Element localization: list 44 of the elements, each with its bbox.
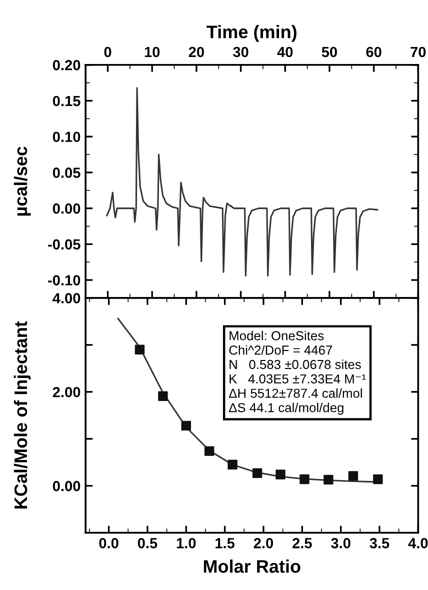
y-tick-label: 2.00 [52,386,80,398]
x-tick-label: 3.0 [331,538,350,548]
y-tick-label: 0.00 [52,480,80,492]
x-tick-label: 2.5 [292,538,312,548]
point [252,468,262,478]
point [348,471,358,481]
x-tick-label: 10 [144,46,160,58]
x-tick-label: 0 [104,46,112,58]
y-axis-title: KCal/Mole of Injectant [14,321,31,508]
y-tick-label: 4.00 [52,293,80,304]
x-axis-title: Time (min) [206,25,296,42]
x-tick-label: 40 [277,46,293,58]
x-tick-label: 4.0 [408,538,428,548]
point [181,420,191,431]
point [300,474,310,484]
x-tick-label: 70 [410,46,426,58]
y-tick-label: 0.20 [52,60,80,70]
y-tick-label: 0.10 [52,132,80,142]
x-tick-label: 60 [366,46,382,58]
x-axis-title: Molar Ratio [204,560,300,573]
y-tick-label: 0.05 [52,168,80,178]
x-tick-label: 0.0 [99,538,118,548]
y-tick-label: -0.10 [48,275,80,286]
point [276,470,286,480]
x-tick-label: 50 [322,46,337,58]
point [134,344,145,354]
x-tick-label: 20 [188,46,204,58]
annotation: Model: OneSites Chi^2/DoF = 4467 N 0.583 ±0.0678 sites K 4.03E5 ±7.33E4 M⁻¹ ΔH 5512±787.4 cal/mol ΔS 44.1 cal/mol/deg [228,330,366,415]
y-tick-label: -0.05 [48,239,80,250]
x-tick-label: 2.0 [254,538,274,548]
point [204,446,214,456]
point [373,474,383,484]
point [324,474,334,485]
y-tick-label: 0.00 [52,203,80,214]
x-tick-label: 3.5 [370,538,390,548]
line-series [106,87,378,276]
x-tick-label: 30 [233,46,248,58]
y-tick-label: 0.15 [52,96,80,106]
point [158,391,168,401]
point [228,460,238,470]
x-tick-label: 0.5 [138,538,158,548]
x-tick-label: 1.5 [216,538,235,548]
x-tick-label: 1.0 [176,538,196,548]
y-axis-title: µcal/sec [14,146,31,216]
